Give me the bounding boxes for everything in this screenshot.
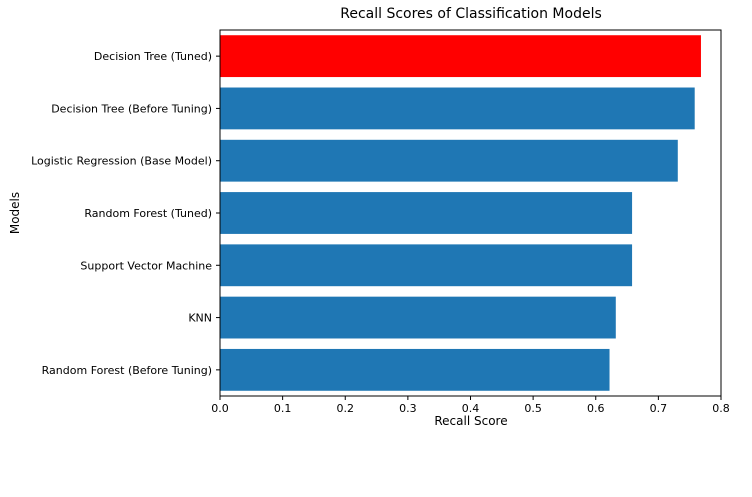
bar [220,244,633,287]
chart-title: Recall Scores of Classification Models [340,6,602,22]
bar [220,348,610,391]
x-axis: 0.0 0.1 0.2 0.3 0.4 0.5 0.6 0.7 0.8 [211,396,730,415]
bar [220,192,633,234]
y-tick-label: Decision Tree (Before Tuning) [51,102,212,115]
x-axis-label: Recall Score [434,414,507,428]
y-tick-label: Random Forest (Tuned) [84,207,212,220]
x-tick-label: 0.4 [462,402,480,415]
bar [220,139,678,182]
y-axis: Decision Tree (Tuned) Decision Tree (Befo… [31,50,220,377]
bar [220,87,695,130]
bars-layer [220,35,701,391]
x-tick-label: 0.0 [211,402,229,415]
x-tick-label: 0.2 [337,402,355,415]
x-tick-label: 0.8 [712,402,730,415]
bar [220,296,616,339]
bar [220,35,701,78]
y-tick-label: Decision Tree (Tuned) [94,50,212,63]
y-tick-label: KNN [188,312,212,325]
x-tick-label: 0.5 [524,402,542,415]
y-tick-label: Random Forest (Before Tuning) [42,364,212,377]
x-tick-label: 0.1 [274,402,292,415]
x-tick-label: 0.6 [587,402,605,415]
x-tick-label: 0.7 [650,402,668,415]
plot-frame [219,29,722,397]
x-tick-label: 0.3 [399,402,417,415]
y-tick-label: Support Vector Machine [80,259,212,272]
y-tick-label: Logistic Regression (Base Model) [31,155,212,168]
y-axis-label: Models [8,192,22,234]
